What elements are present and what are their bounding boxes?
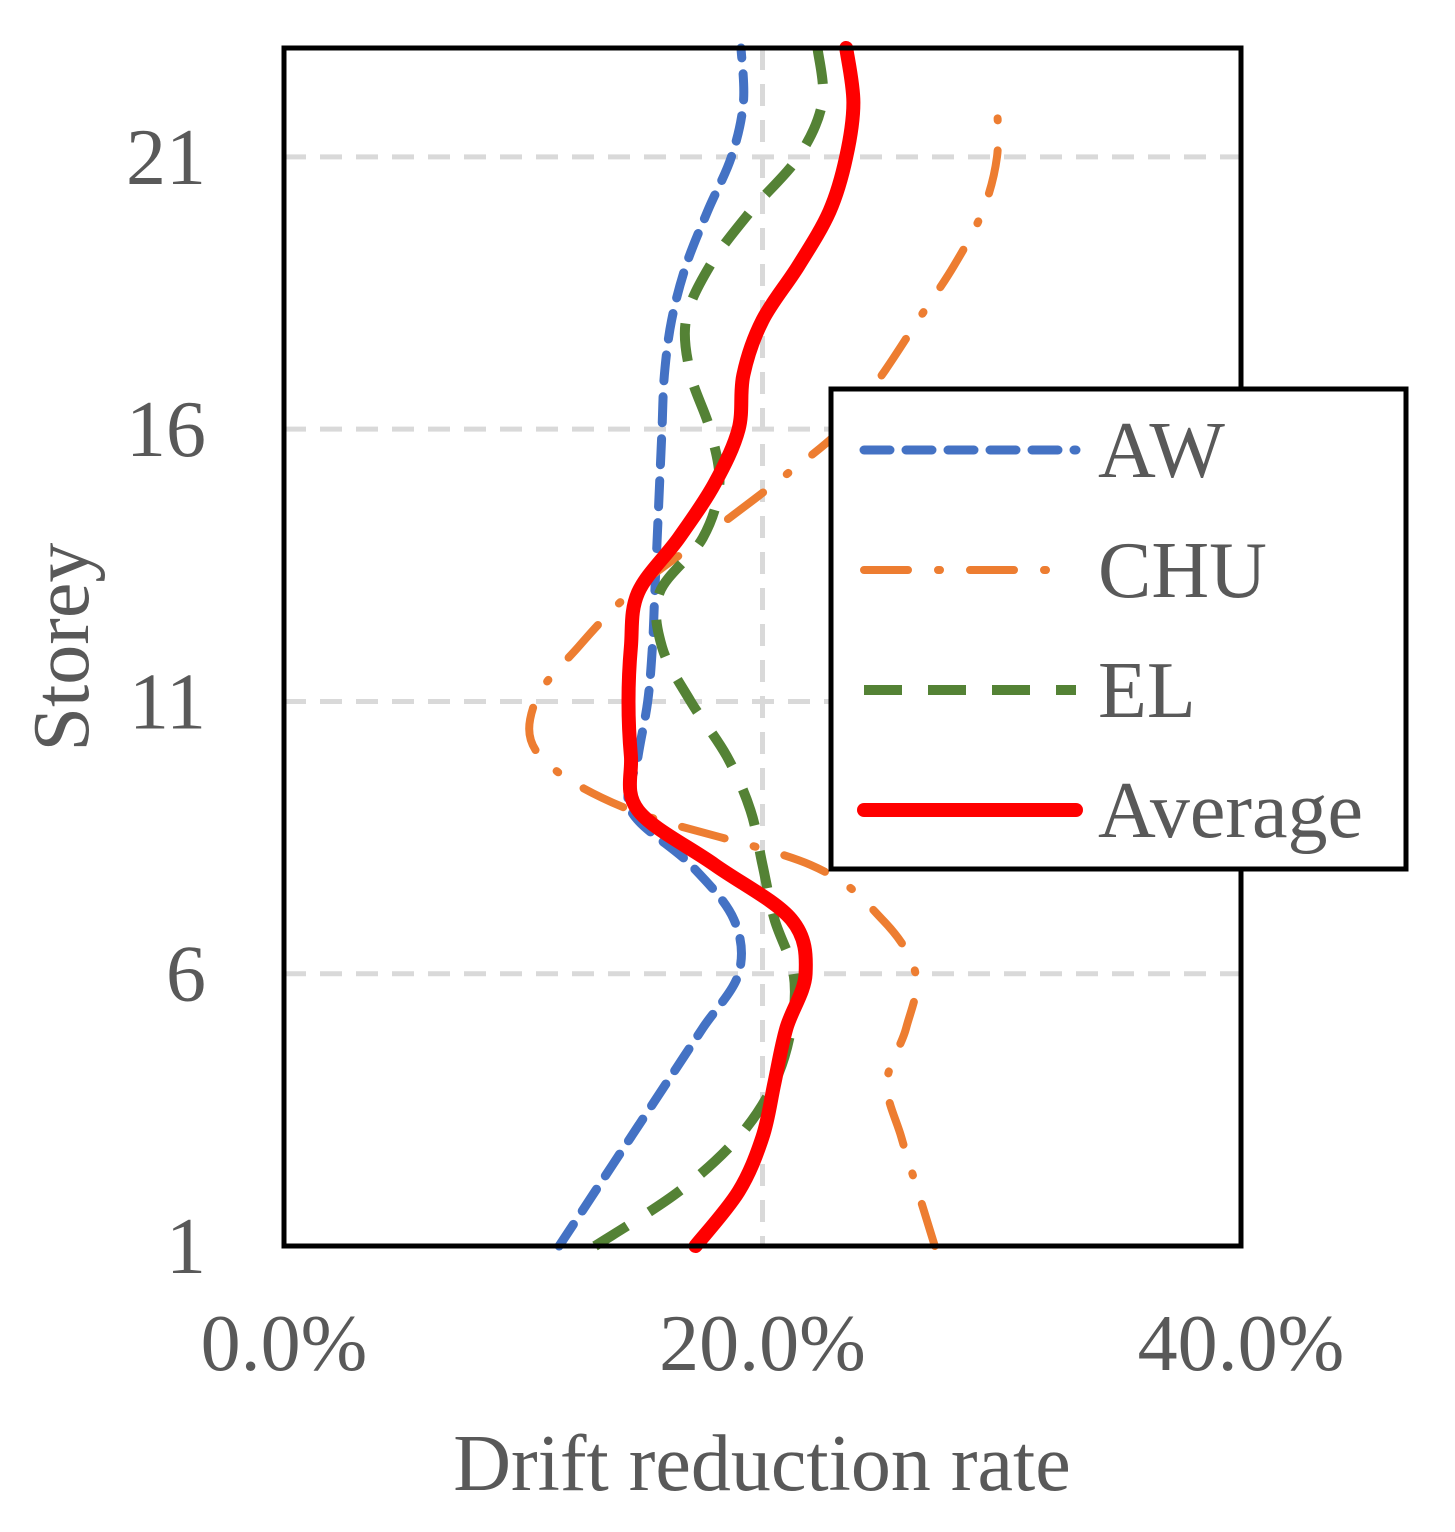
legend: AW CHU EL Average	[828, 386, 1409, 872]
legend-label-aw: AW	[1098, 407, 1225, 495]
y-tick-label: 21	[126, 114, 206, 202]
y-tick-label: 1	[166, 1203, 206, 1291]
y-tick-label: 16	[126, 386, 206, 474]
y-tick-label: 11	[129, 658, 206, 746]
x-axis-title: Drift reduction rate	[453, 1420, 1071, 1508]
legend-label-el: EL	[1098, 647, 1196, 735]
series-line-chu	[525, 98, 1003, 1250]
series-line-average	[621, 41, 861, 1253]
y-tick-label: 6	[166, 931, 206, 1019]
gridlines	[284, 48, 1241, 1246]
x-tick-label: 20.0%	[659, 1300, 866, 1388]
series-line-aw	[554, 43, 749, 1251]
y-axis-title: Storey	[18, 543, 106, 752]
x-tick-label: 0.0%	[201, 1300, 368, 1388]
series-lines	[525, 41, 1003, 1253]
legend-label-chu: CHU	[1098, 527, 1267, 615]
x-tick-label: 40.0%	[1138, 1300, 1345, 1388]
legend-entries: AW CHU EL Average	[857, 407, 1363, 855]
legend-label-average: Average	[1098, 767, 1363, 855]
legend-box	[828, 386, 1409, 872]
